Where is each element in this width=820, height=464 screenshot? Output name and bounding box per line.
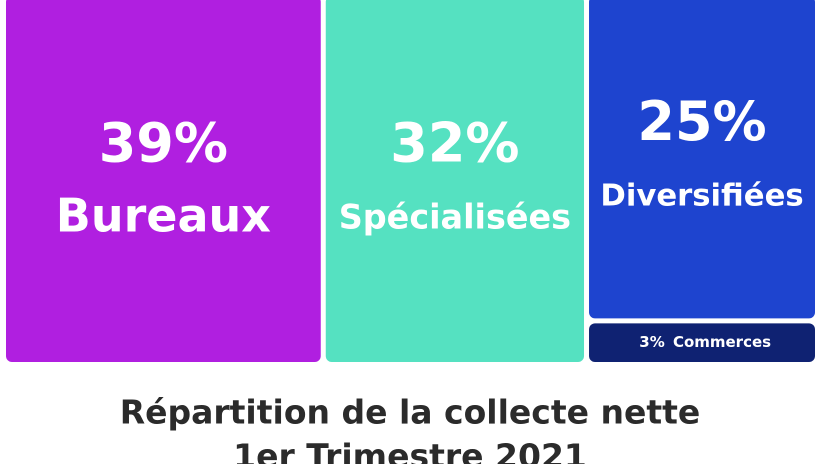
value-label: 39% [99,112,228,175]
tile-label: Spécialisées [339,198,571,237]
chart-title: 1er Trimestre 2021 [233,437,587,464]
tile [589,0,815,319]
value-label: 3% [639,333,664,351]
value-label: 25% [637,90,766,153]
tile [325,0,585,362]
tile [6,0,321,362]
tile-label: Bureaux [56,189,271,243]
treemap: 39% Bureaux 32% Spécialisées 25% Diversifiées… [6,0,815,362]
tile [589,323,815,362]
tile-label: Commerces [673,333,771,351]
chart-title: Répartition de la collecte nette [120,393,701,432]
value-label: 32% [390,112,519,175]
tile-label: Diversifiées [600,179,803,214]
